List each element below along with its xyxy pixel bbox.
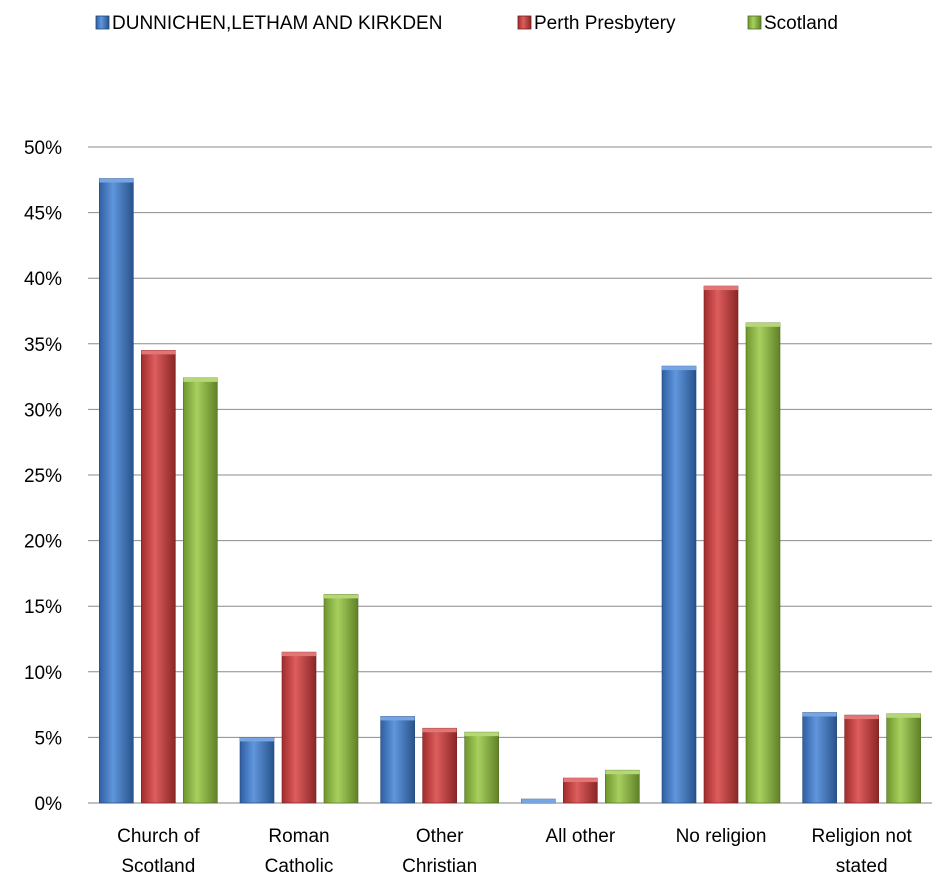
y-axis: 0% 5% 10% 15% 20% 25% 30% 35% 40% 45% 50% [24,138,62,815]
bar-top-highlight [183,377,218,382]
bar-top-highlight [422,728,457,733]
y-tick-label: 30% [24,400,62,421]
x-tick-label: No religion [676,826,767,847]
x-tick-label: Other [416,826,464,847]
y-tick-label: 10% [24,663,62,684]
bar-top-highlight [605,770,640,775]
legend-swatch [517,15,532,30]
bar-top-highlight [886,713,921,718]
bar-top-highlight [563,778,598,783]
bar [183,377,218,804]
bar-top-highlight [802,712,837,717]
y-tick-label: 5% [35,728,63,749]
x-tick-label: Roman [268,826,329,847]
bar-top-highlight [662,366,696,371]
bar-top-highlight [746,322,780,327]
bar-top-highlight [464,732,499,737]
bar [605,769,640,804]
bar-top-highlight [99,178,134,183]
y-tick-label: 45% [24,204,62,225]
legend-label: Perth Presbytery [534,13,676,34]
bar-top-highlight [704,286,738,291]
bar-top-highlight [380,716,415,721]
x-tick-label: Catholic [265,856,334,875]
gridlines [88,146,932,804]
bar-top-highlight [282,652,316,657]
bar [703,285,739,804]
legend-swatch [95,15,110,30]
y-tick-label: 0% [35,794,63,815]
legend: DUNNICHEN,LETHAM AND KIRKDEN Perth Presby… [95,13,838,34]
legend-swatch [747,15,762,30]
bar-top-highlight [240,737,274,742]
y-tick-label: 35% [24,335,62,356]
x-tick-label: All other [545,826,615,847]
y-tick-label: 15% [24,597,62,618]
x-tick-label: Church of [117,826,200,847]
bar [380,716,415,804]
bar [464,731,499,804]
x-tick-label: stated [836,856,888,875]
bar [422,727,457,804]
bar-top-highlight [844,715,879,720]
y-tick-label: 25% [24,466,62,487]
bar [239,737,275,804]
bar [281,651,317,804]
bar [844,714,879,804]
bars [99,178,921,804]
bar [886,713,921,804]
bar [745,322,781,804]
x-tick-label: Scotland [121,856,195,875]
y-tick-label: 50% [24,138,62,159]
bar [141,350,176,804]
bar [99,178,134,804]
bar [323,594,359,804]
bar-top-highlight [324,594,358,599]
bar-top-highlight [521,799,556,803]
bar [661,365,697,804]
y-tick-label: 40% [24,269,62,290]
x-tick-label: Religion not [811,826,912,847]
x-tick-label: Christian [402,856,477,875]
y-tick-label: 20% [24,532,62,553]
bar-top-highlight [141,350,176,355]
legend-label: DUNNICHEN,LETHAM AND KIRKDEN [112,13,442,34]
bar [802,712,837,804]
legend-label: Scotland [764,13,838,34]
x-axis: Church of Scotland Roman Catholic Other Chris… [117,826,912,877]
